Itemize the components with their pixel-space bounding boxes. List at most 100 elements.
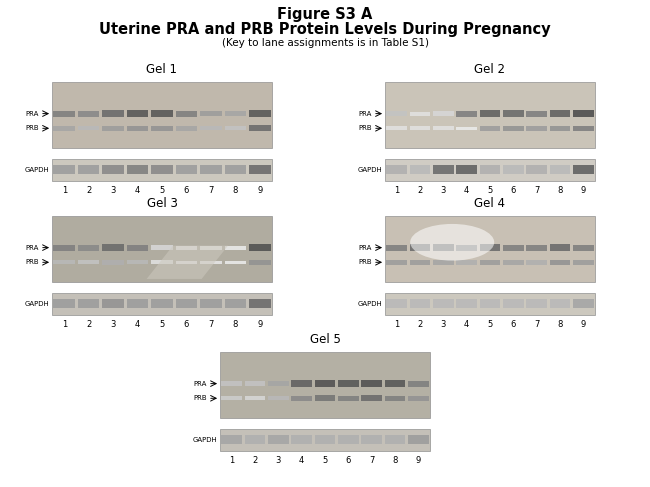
Bar bbox=[386, 111, 407, 116]
Bar bbox=[78, 260, 99, 264]
Bar bbox=[410, 244, 430, 251]
Bar bbox=[550, 110, 570, 117]
Text: 4: 4 bbox=[464, 319, 469, 329]
Text: 9: 9 bbox=[257, 319, 263, 329]
Bar bbox=[503, 260, 524, 264]
Bar bbox=[249, 300, 270, 308]
Bar bbox=[410, 260, 430, 265]
Bar bbox=[52, 159, 272, 181]
Text: 4: 4 bbox=[135, 319, 140, 329]
Bar bbox=[200, 300, 222, 308]
Text: 3: 3 bbox=[441, 186, 446, 195]
Bar bbox=[573, 244, 593, 251]
Bar bbox=[550, 300, 570, 308]
Text: PRA: PRA bbox=[194, 381, 207, 387]
Bar bbox=[456, 260, 477, 264]
Text: 5: 5 bbox=[488, 186, 493, 195]
Bar bbox=[102, 126, 124, 131]
Bar bbox=[315, 395, 335, 401]
Text: 1: 1 bbox=[62, 186, 67, 195]
Bar bbox=[249, 110, 270, 117]
Text: GAPDH: GAPDH bbox=[24, 167, 49, 172]
Text: Gel 5: Gel 5 bbox=[309, 333, 341, 346]
Bar bbox=[503, 166, 524, 174]
Text: PRA: PRA bbox=[25, 244, 39, 251]
Bar bbox=[53, 126, 75, 131]
Bar bbox=[386, 300, 407, 308]
Bar bbox=[127, 300, 148, 308]
Text: 8: 8 bbox=[393, 456, 398, 465]
Bar bbox=[456, 127, 477, 130]
Bar bbox=[433, 112, 454, 116]
Bar bbox=[480, 260, 500, 265]
Bar bbox=[78, 300, 99, 308]
Bar bbox=[291, 435, 312, 444]
Bar bbox=[225, 166, 246, 174]
Bar bbox=[456, 166, 477, 174]
Bar bbox=[386, 166, 407, 174]
Bar bbox=[200, 126, 222, 131]
Bar bbox=[225, 126, 246, 131]
Bar bbox=[385, 159, 595, 181]
Bar bbox=[222, 435, 242, 444]
Bar bbox=[53, 111, 75, 117]
Bar bbox=[176, 261, 197, 264]
Text: PRA: PRA bbox=[25, 111, 39, 116]
Text: 1: 1 bbox=[62, 319, 67, 329]
Text: 2: 2 bbox=[417, 319, 422, 329]
Bar bbox=[52, 82, 272, 149]
Bar bbox=[361, 435, 382, 444]
Text: 1: 1 bbox=[394, 319, 399, 329]
Text: PRA: PRA bbox=[359, 244, 372, 251]
Bar bbox=[268, 435, 289, 444]
Text: PRB: PRB bbox=[358, 259, 372, 265]
Bar bbox=[225, 300, 246, 308]
Bar bbox=[127, 126, 148, 131]
Bar bbox=[433, 244, 454, 251]
Bar bbox=[526, 244, 547, 251]
Bar bbox=[480, 110, 500, 117]
Text: GAPDH: GAPDH bbox=[358, 167, 382, 172]
Bar bbox=[385, 216, 595, 282]
Text: Gel 2: Gel 2 bbox=[474, 63, 506, 76]
Bar bbox=[176, 111, 197, 117]
Bar bbox=[291, 395, 312, 401]
Text: 7: 7 bbox=[369, 456, 374, 465]
Text: 6: 6 bbox=[511, 186, 516, 195]
Bar bbox=[151, 245, 173, 250]
Bar bbox=[222, 396, 242, 400]
Text: Gel 1: Gel 1 bbox=[146, 63, 177, 76]
Text: 7: 7 bbox=[534, 186, 540, 195]
Text: 5: 5 bbox=[322, 456, 328, 465]
Text: 2: 2 bbox=[86, 319, 91, 329]
Text: 9: 9 bbox=[580, 319, 586, 329]
Text: 8: 8 bbox=[233, 186, 238, 195]
Text: Figure S3 A: Figure S3 A bbox=[278, 7, 372, 22]
Bar bbox=[550, 126, 570, 131]
Bar bbox=[456, 300, 477, 308]
Text: 9: 9 bbox=[580, 186, 586, 195]
Bar bbox=[151, 110, 173, 117]
Text: 7: 7 bbox=[208, 319, 214, 329]
Bar bbox=[410, 112, 430, 116]
Text: 6: 6 bbox=[346, 456, 351, 465]
Text: 9: 9 bbox=[416, 456, 421, 465]
Text: PRB: PRB bbox=[194, 395, 207, 401]
Text: GAPDH: GAPDH bbox=[358, 300, 382, 307]
Bar bbox=[151, 261, 173, 264]
Bar bbox=[480, 166, 500, 174]
Bar bbox=[526, 260, 547, 264]
Bar bbox=[291, 380, 312, 387]
Bar bbox=[245, 435, 265, 444]
Bar bbox=[385, 293, 595, 315]
Text: 4: 4 bbox=[299, 456, 304, 465]
Text: 1: 1 bbox=[229, 456, 234, 465]
Bar bbox=[151, 166, 173, 174]
Bar bbox=[315, 380, 335, 387]
Bar bbox=[245, 396, 265, 400]
Bar bbox=[78, 244, 99, 251]
Bar bbox=[225, 261, 246, 264]
Bar bbox=[573, 126, 593, 131]
Bar bbox=[102, 111, 124, 117]
Bar bbox=[200, 261, 222, 264]
